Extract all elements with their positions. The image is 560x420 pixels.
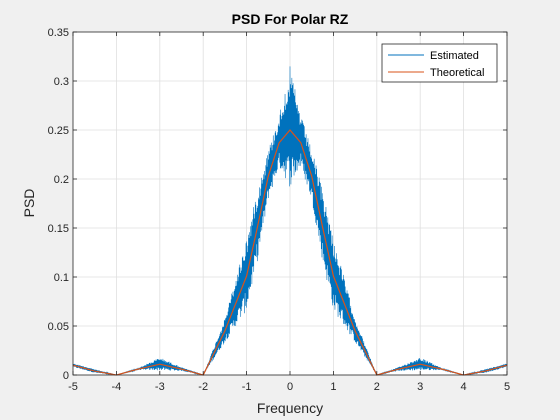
x-tick-label: -1	[242, 381, 252, 393]
x-tick-label: 1	[330, 381, 336, 393]
legend-box	[381, 43, 498, 83]
y-tick-label: 0.2	[54, 174, 69, 186]
legend-label-estimated: Estimated	[430, 50, 479, 62]
y-tick-label: 0.3	[54, 76, 69, 88]
legend-label-theoretical: Theoretical	[430, 67, 484, 79]
y-tick-label: 0.15	[48, 223, 69, 235]
x-tick-label: -3	[155, 381, 165, 393]
x-tick-label: 5	[504, 381, 510, 393]
y-axis-label: PSD	[21, 189, 37, 218]
y-tick-label: 0.25	[48, 125, 69, 137]
x-tick-label: 4	[461, 381, 467, 393]
legend: Estimated Theoretical	[381, 43, 498, 83]
y-tick-label: 0	[63, 370, 69, 382]
chart-title: PSD For Polar RZ	[232, 11, 349, 27]
x-tick-label: -5	[68, 381, 78, 393]
x-tick-label: 3	[417, 381, 423, 393]
series-line-theoretical	[72, 129, 508, 376]
series-layer	[72, 66, 508, 376]
y-tick-label: 0.35	[48, 27, 69, 39]
y-tick-label: 0.1	[54, 272, 69, 284]
x-tick-label: 2	[374, 381, 380, 393]
ticks: -5 -4 -3 -2 -1 0 1 2 3 4 5 0 0.05 0.1 0.15 0.2 0.25 0.3 0.…	[48, 27, 510, 393]
x-axis-label: Frequency	[257, 400, 323, 416]
x-tick-label: -4	[112, 381, 122, 393]
y-tick-label: 0.05	[48, 321, 69, 333]
x-tick-label: -2	[198, 381, 208, 393]
x-tick-label: 0	[287, 381, 293, 393]
